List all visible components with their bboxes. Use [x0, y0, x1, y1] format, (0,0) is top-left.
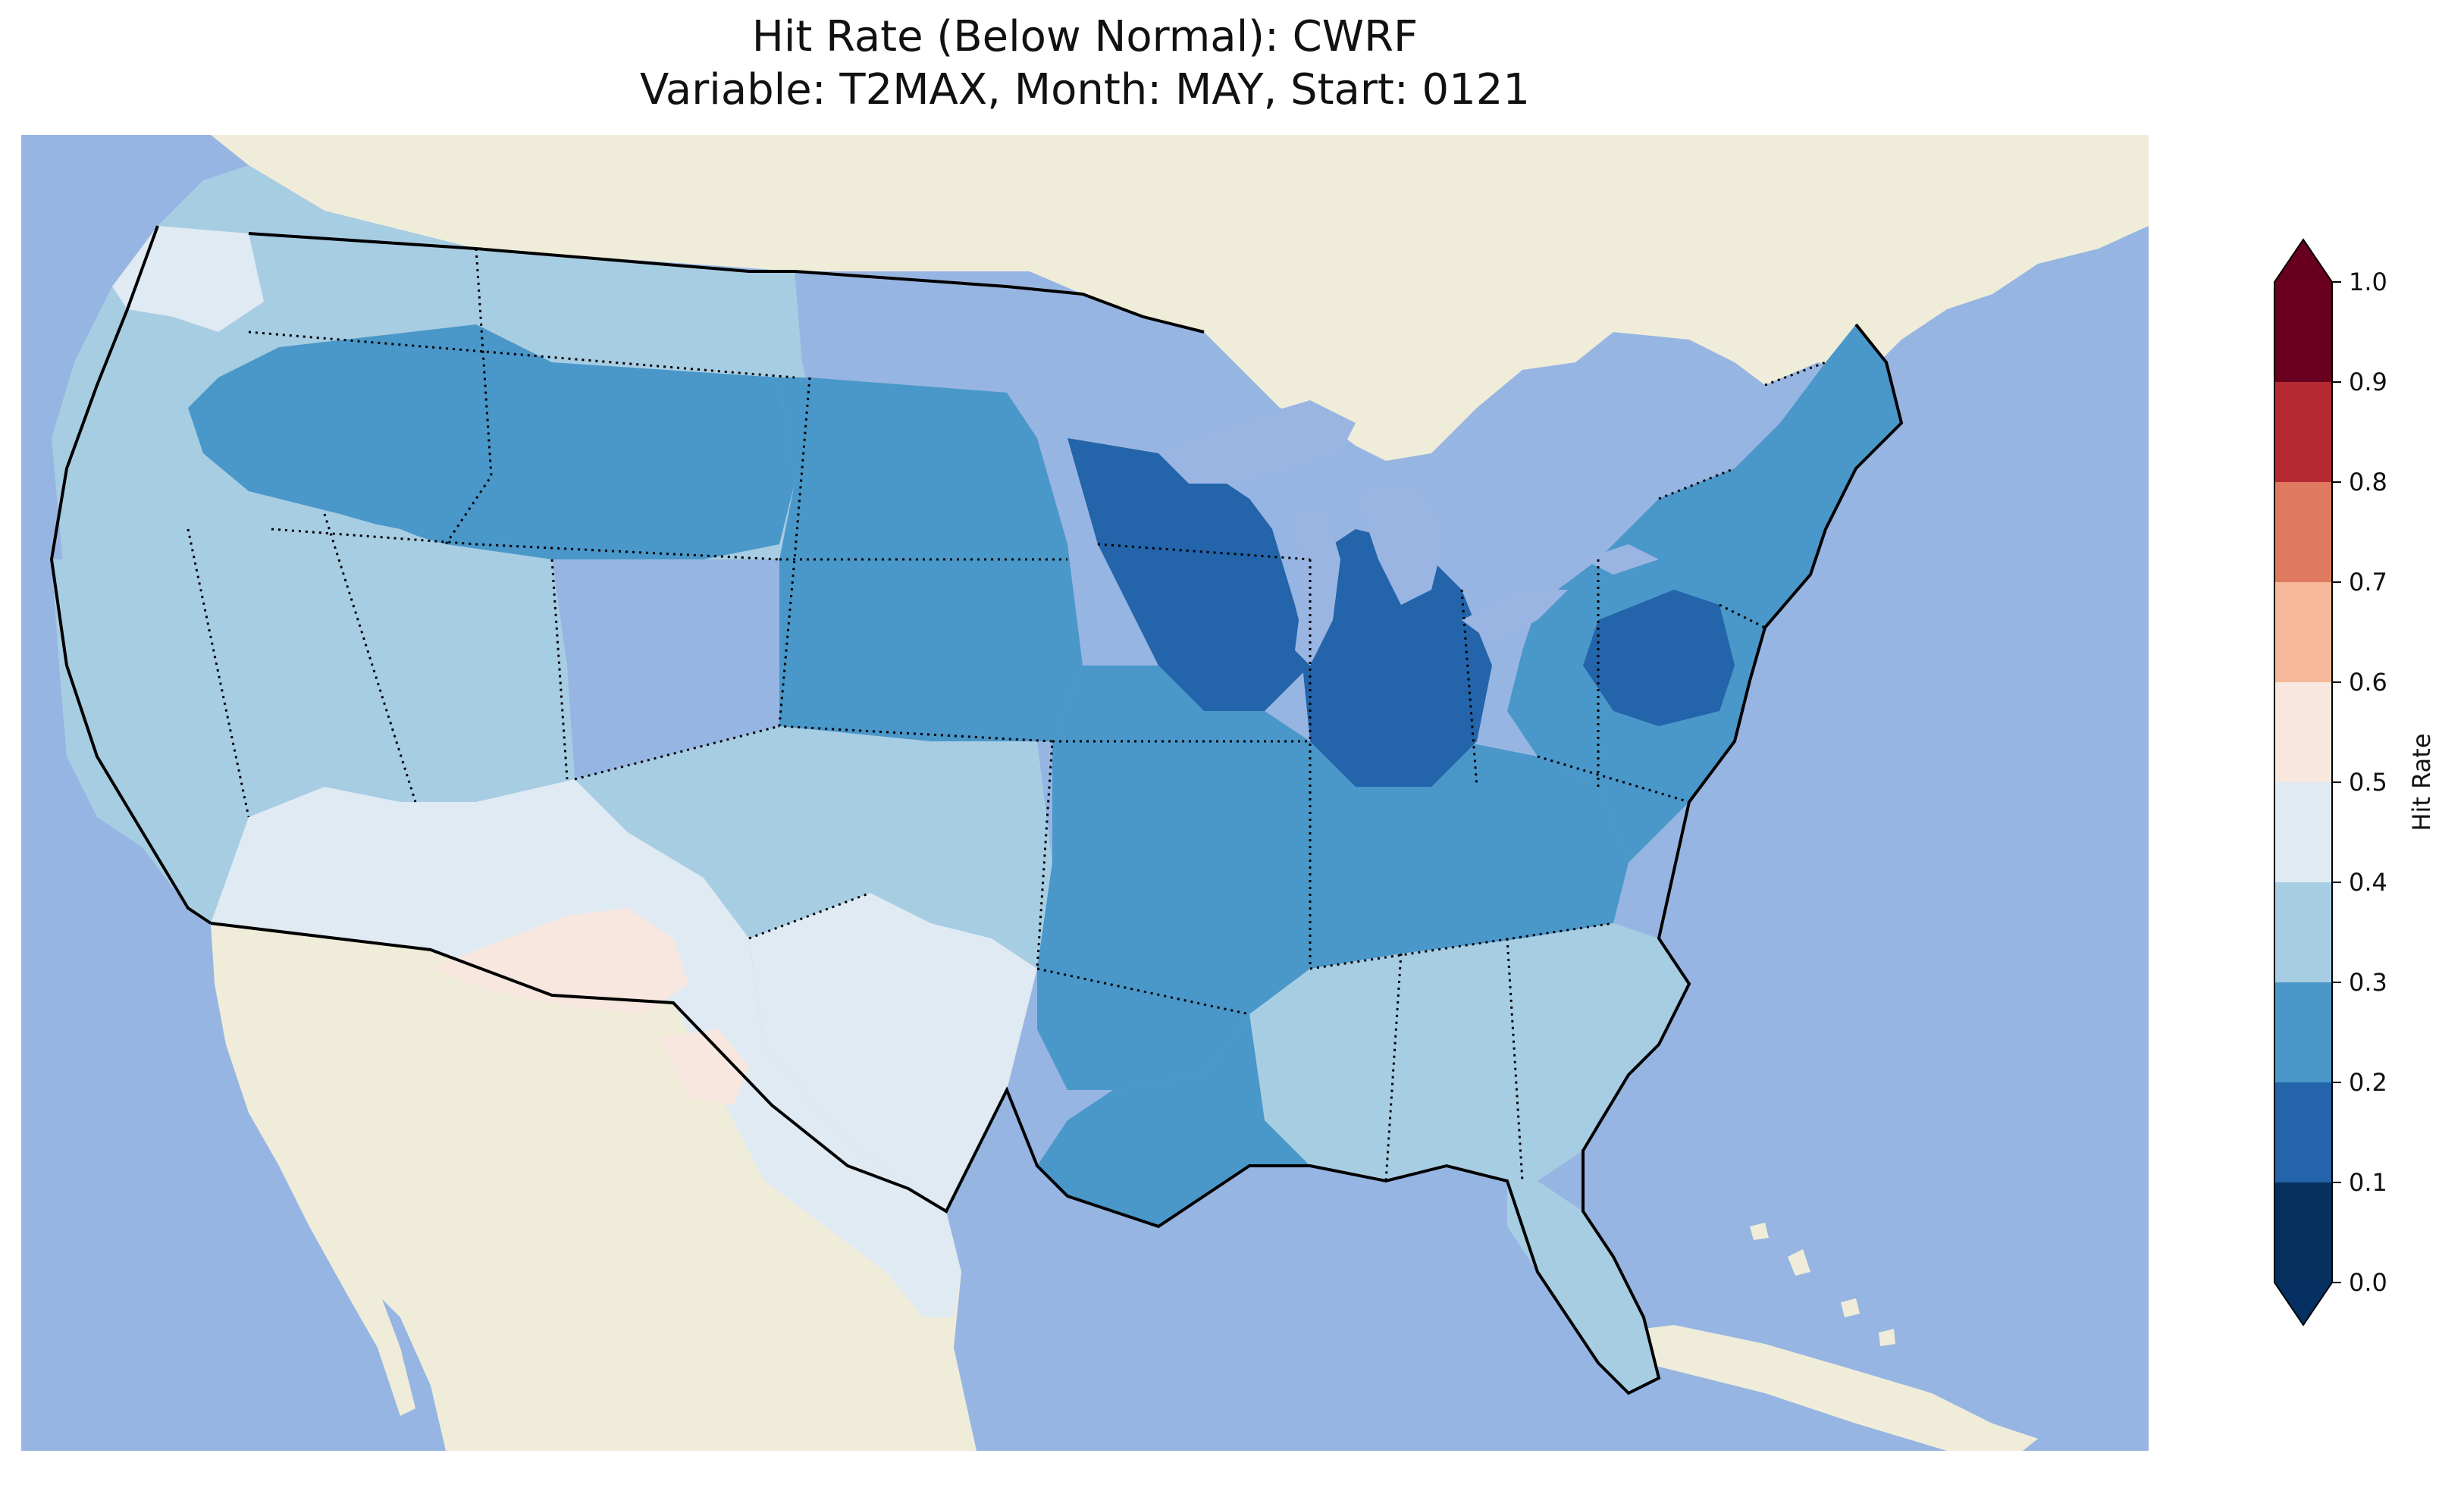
colorbar-label: Hit Rate	[2407, 733, 2436, 831]
colorbar-bin	[2274, 982, 2332, 1083]
region-florida	[1507, 1181, 1659, 1393]
state-borders	[187, 232, 1826, 1182]
region-northwest-coast	[112, 226, 264, 332]
region-texas	[749, 893, 1037, 1211]
cuba-land	[1613, 1325, 2038, 1451]
colorbar-bin	[2274, 682, 2332, 783]
colorbar-tick-label: 0.4	[2349, 868, 2387, 897]
colorbar-bin	[2274, 382, 2332, 483]
baja-california	[211, 923, 415, 1416]
colorbar-tick-label: 0.5	[2349, 768, 2387, 797]
map-panel[interactable]	[21, 135, 2149, 1451]
region-arizona-new-mexico-border	[431, 908, 688, 1014]
colorbar-bin	[2274, 582, 2332, 683]
colorbar-tick-label: 0.8	[2349, 468, 2387, 496]
colorbar-bin	[2274, 782, 2332, 883]
title-line-2: Variable: T2MAX, Month: MAY, Start: 0121	[639, 65, 1531, 114]
canada-land	[211, 135, 2149, 461]
lake-michigan	[1295, 506, 1340, 666]
colorbar-svg: 0.0 0.1 0.2 0.3 0.4 0.5 0.6 0.7 0.8 0.9 1.0 Hit Rat…	[2274, 238, 2436, 1326]
map-title: Hit Rate (Below Normal): CWRF Variable: …	[21, 11, 2149, 117]
colorbar-tick-label: 0.3	[2349, 968, 2387, 997]
colorbar-bin	[2274, 482, 2332, 583]
colorbar-bin	[2274, 282, 2332, 383]
colorbar-tick-label: 0.1	[2349, 1168, 2387, 1197]
colorbar-bin	[2274, 1082, 2332, 1183]
mexico-land	[211, 923, 977, 1451]
region-west-texas	[658, 1029, 749, 1105]
us-regions	[52, 165, 1901, 1393]
colorbar: 0.0 0.1 0.2 0.3 0.4 0.5 0.6 0.7 0.8 0.9 1.0 Hit Rat…	[2267, 236, 2441, 1373]
title-line-1: Hit Rate (Below Normal): CWRF	[751, 12, 1419, 61]
region-gulf-coast	[1037, 1014, 1310, 1226]
region-midwest	[1037, 666, 1629, 1090]
region-southeast	[1249, 923, 1689, 1181]
map-canvas[interactable]	[21, 135, 2149, 1451]
colorbar-tick-label: 1.0	[2349, 268, 2387, 296]
colorbar-tick-label: 0.6	[2349, 668, 2387, 697]
colorbar-tick-label: 0.0	[2349, 1268, 2387, 1297]
colorbar-tick-label: 0.7	[2349, 568, 2387, 597]
lake-erie	[1462, 590, 1568, 643]
coastlines	[49, 225, 1904, 1395]
colorbar-bin	[2274, 1182, 2332, 1283]
region-northeast	[1507, 324, 1901, 863]
colorbar-bin	[2274, 882, 2332, 983]
colorbar-tick-label: 0.2	[2349, 1068, 2387, 1097]
region-southwest-desert	[211, 779, 961, 1317]
region-great-basin	[52, 514, 575, 923]
lake-superior	[1158, 400, 1356, 484]
region-upper-midwest	[1067, 438, 1310, 711]
great-lakes	[1158, 400, 1659, 666]
region-northern-rockies	[188, 324, 795, 559]
bahamas-land	[1750, 1223, 1895, 1346]
region-great-lakes-states	[1303, 529, 1492, 787]
colorbar-extend-min	[2274, 1283, 2332, 1325]
lake-huron	[1356, 484, 1447, 605]
region-southern-plains	[575, 726, 1052, 969]
colorbar-tick-label: 0.9	[2349, 368, 2387, 396]
colorbar-extend-max	[2274, 240, 2332, 282]
region-pennsylvania	[1583, 590, 1735, 726]
lake-ontario	[1583, 544, 1659, 575]
